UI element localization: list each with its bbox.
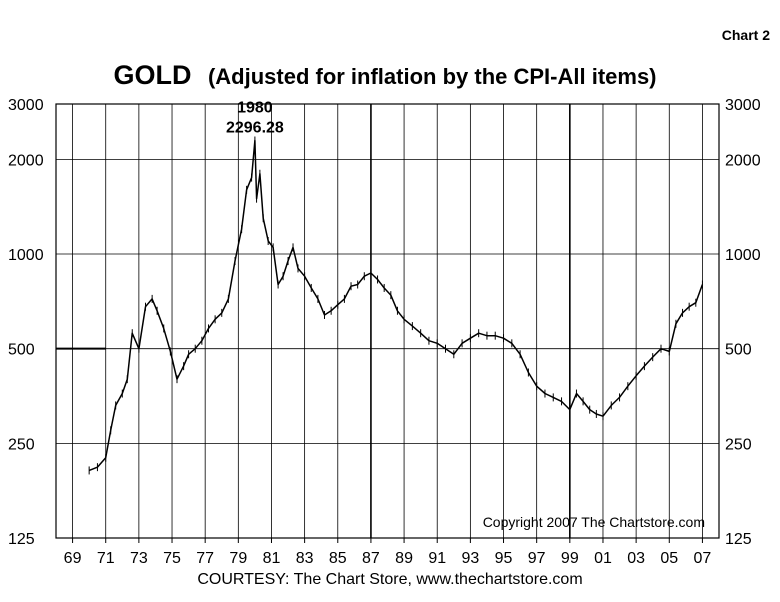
series-group (88, 136, 704, 475)
x-tick-label: 91 (428, 550, 446, 567)
y-tick-label-right: 250 (725, 436, 752, 453)
x-tick-label: 77 (196, 550, 214, 567)
chart-title-sub: (Adjusted for inflation by the CPI-All i… (208, 64, 657, 89)
y-tick-label-left: 2000 (8, 152, 44, 169)
x-axis: 69 71 73 75 77 79 81 83 85 87 89 91 93 95 97 99 01 03 05 07 (64, 538, 712, 567)
chart-title: GOLD (Adjusted for inflation by the CPI-… (113, 60, 656, 90)
y-tick-label-left: 1000 (8, 247, 44, 264)
x-tick-label: 01 (594, 550, 612, 567)
x-tick-label: 79 (229, 550, 247, 567)
x-tick-label: 81 (263, 550, 281, 567)
peak-annotation-label: 2296.28 (226, 120, 284, 137)
y-tick-label-left: 3000 (8, 97, 44, 114)
y-tick-label-right: 3000 (725, 97, 761, 114)
x-tick-label: 07 (694, 550, 712, 567)
copyright-note: Copyright 2007 The Chartstore.com (483, 514, 705, 530)
x-tick-label: 97 (528, 550, 546, 567)
vertical-gridlines (72, 104, 703, 538)
gold-price-line (88, 139, 704, 472)
courtesy-credit: COURTESY: The Chart Store, www.thecharts… (197, 571, 582, 588)
y-tick-label-right: 125 (725, 531, 752, 548)
y-axis-right: 125 250 500 1000 2000 3000 (725, 97, 761, 548)
x-tick-label: 99 (561, 550, 579, 567)
y-tick-label-left: 125 (8, 531, 35, 548)
x-tick-label: 95 (495, 550, 513, 567)
y-tick-label-right: 1000 (725, 247, 761, 264)
x-tick-label: 73 (130, 550, 148, 567)
horizontal-gridlines (56, 103, 719, 539)
x-tick-label: 03 (627, 550, 645, 567)
x-tick-label: 89 (395, 550, 413, 567)
chart-title-main: GOLD (113, 60, 191, 90)
y-tick-label-left: 250 (8, 436, 35, 453)
x-tick-label: 87 (362, 550, 380, 567)
x-tick-label: 71 (97, 550, 115, 567)
annotations: 1980 2296.28 (226, 100, 284, 137)
y-tick-label-left: 500 (8, 342, 35, 359)
x-tick-label: 05 (660, 550, 678, 567)
chart-number-label: Chart 2 (722, 27, 770, 43)
peak-annotation-label: 1980 (237, 100, 273, 117)
x-tick-label: 85 (329, 550, 347, 567)
x-tick-label: 69 (64, 550, 82, 567)
y-tick-label-right: 500 (725, 342, 752, 359)
y-tick-label-right: 2000 (725, 152, 761, 169)
x-tick-label: 93 (461, 550, 479, 567)
x-tick-label: 75 (163, 550, 181, 567)
y-axis-left: 125 250 500 1000 2000 3000 (8, 97, 44, 548)
x-tick-label: 83 (296, 550, 314, 567)
